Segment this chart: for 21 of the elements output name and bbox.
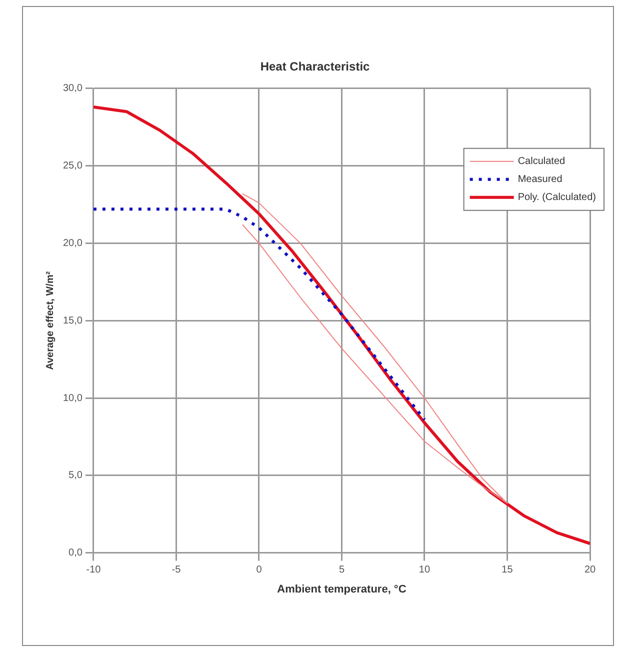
x-tick-label: 0	[256, 564, 262, 576]
legend-label: Poly. (Calculated)	[518, 192, 596, 204]
y-tick-label: 0,0	[68, 548, 83, 559]
y-tick-label: 15,0	[62, 315, 83, 326]
y-tick-label: 25,0	[62, 160, 83, 172]
chart-title: Heat Characteristic	[260, 60, 370, 74]
x-tick-label: 15	[502, 564, 514, 576]
x-tick-label: 5	[338, 564, 345, 576]
x-tick-label: 20	[584, 564, 596, 576]
legend-label: Measured	[518, 174, 562, 186]
x-axis-title: Ambient temperature, °C	[277, 583, 406, 596]
y-axis-title: Average effect, W/m²	[44, 270, 56, 370]
line-series	[93, 208, 426, 422]
y-tick-label: 5,0	[68, 470, 83, 482]
y-tick-label: 10,0	[62, 392, 83, 404]
x-tick-label: -10	[86, 564, 102, 576]
legend-label: Calculated	[518, 156, 566, 168]
y-tick-label: 20,0	[62, 238, 83, 249]
y-tick-label: 30,0	[62, 83, 83, 94]
x-tick-label: 10	[418, 564, 430, 576]
x-tick-label: -5	[172, 564, 182, 576]
